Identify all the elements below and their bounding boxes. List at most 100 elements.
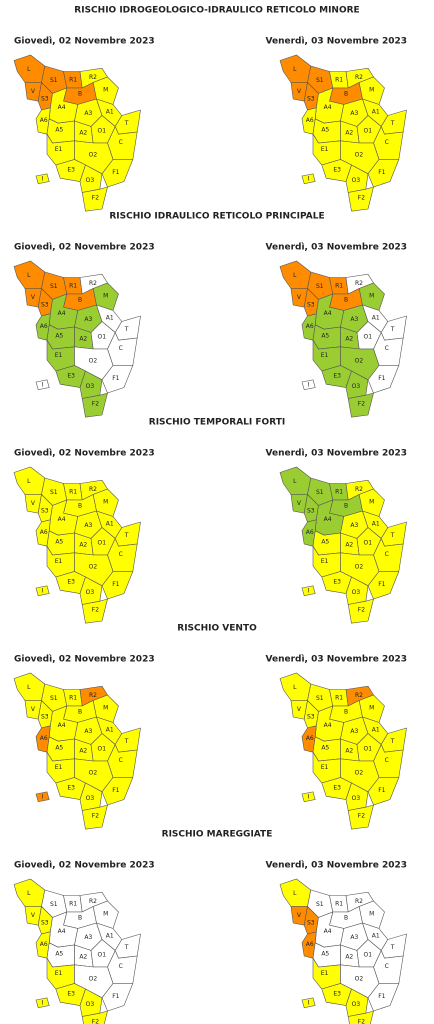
zone <box>101 777 134 806</box>
zone-label: M <box>369 911 374 918</box>
zone-label: R1 <box>335 694 343 701</box>
zone-label: C <box>385 757 389 764</box>
zone-label: A3 <box>84 728 92 735</box>
zone-label: S3 <box>307 96 315 103</box>
zone <box>301 379 316 391</box>
zone-label: O2 <box>355 975 364 982</box>
section-title: RISCHIO MAREGGIATE <box>162 830 273 840</box>
map: L S1 V S3 R1 R2 B M A4 A6 A3 A1 T A5 A2 C O1 E1 O2 E3 F1 O3 F2… <box>279 54 407 212</box>
zone-label: A5 <box>55 539 63 546</box>
zone <box>345 164 369 193</box>
zone <box>345 988 369 1017</box>
zone-label: L <box>27 684 31 691</box>
zone <box>81 1010 108 1024</box>
zone-label: S1 <box>50 77 58 84</box>
zone-label: O2 <box>89 357 98 364</box>
zone-label: A2 <box>345 335 353 342</box>
zone-label: T <box>124 944 129 951</box>
zone-label: S1 <box>50 695 58 702</box>
zone-label: A5 <box>55 127 63 134</box>
zone <box>79 782 103 811</box>
zone <box>358 76 385 105</box>
zone <box>347 1010 374 1024</box>
zone-label: O2 <box>355 357 364 364</box>
zone-label: S1 <box>316 489 324 496</box>
map: L S1 V S3 R1 R2 B M A4 A6 A3 A1 T A5 A2 C O1 E1 O2 E3 F1 O3 F2… <box>279 672 407 830</box>
map: L S1 V S3 R1 R2 B M A4 A6 A3 A1 T A5 A2 C O1 E1 O2 E3 F1 O3 F2… <box>279 466 407 624</box>
zone-label: A4 <box>58 928 66 935</box>
zone-label: M <box>369 705 374 712</box>
zone <box>367 159 400 188</box>
zone-label: F1 <box>112 787 119 794</box>
zone-label: R2 <box>355 74 363 81</box>
zone-label: O3 <box>86 795 95 802</box>
map: L S1 V S3 R1 R2 B M A4 A6 A3 A1 T A5 A2 C O1 E1 O2 E3 F1 O3 F2… <box>13 54 141 212</box>
zone-label: O1 <box>98 333 107 340</box>
zone-label: I <box>308 999 310 1006</box>
zone <box>358 282 385 311</box>
zone-label: E3 <box>67 578 75 585</box>
zone <box>345 782 369 811</box>
zone-label: M <box>369 499 374 506</box>
zone-label: A5 <box>321 745 329 752</box>
zone-label: O3 <box>86 383 95 390</box>
zone-label: V <box>297 294 302 301</box>
zone-label: R2 <box>89 898 97 905</box>
zone <box>101 571 134 600</box>
zone-label: A1 <box>372 521 380 528</box>
zone-label: I <box>42 999 44 1006</box>
zone-label: O1 <box>98 127 107 134</box>
zone-label: A6 <box>40 735 48 742</box>
zone-label: A4 <box>324 310 332 317</box>
zone-label: O3 <box>352 383 361 390</box>
zone-label: S3 <box>307 508 315 515</box>
map-date: Giovedì, 02 Novembre 2023 <box>14 861 155 871</box>
zone-label: E3 <box>333 166 341 173</box>
zone-label: L <box>293 478 297 485</box>
zone <box>358 900 385 929</box>
zone <box>356 733 382 762</box>
zone-label: A4 <box>58 104 66 111</box>
zone-label: S3 <box>41 508 49 515</box>
zone-label: E3 <box>67 784 75 791</box>
zone-label: C <box>119 345 123 352</box>
zone-label: L <box>27 66 31 73</box>
zone-label: E3 <box>67 372 75 379</box>
zone-label: E1 <box>55 764 63 771</box>
zone-label: I <box>42 793 44 800</box>
zone-label: O2 <box>355 563 364 570</box>
zone-label: T <box>124 120 129 127</box>
zone <box>35 585 50 597</box>
zone-label: M <box>369 293 374 300</box>
zone-label: R1 <box>335 488 343 495</box>
zone-label: F2 <box>92 194 99 201</box>
zone-label: O3 <box>352 795 361 802</box>
zone-label: F1 <box>378 581 385 588</box>
zone-label: E3 <box>67 166 75 173</box>
zone-label: T <box>124 738 129 745</box>
zone-label: O3 <box>86 177 95 184</box>
zone-label: S3 <box>41 96 49 103</box>
zone <box>345 370 369 399</box>
zone-label: M <box>369 87 374 94</box>
zone-label: R2 <box>355 280 363 287</box>
zone <box>101 365 134 394</box>
zone-label: A3 <box>350 110 358 117</box>
zone-label: O2 <box>89 769 98 776</box>
zone <box>356 939 382 968</box>
zone-label: F1 <box>112 581 119 588</box>
zone-label: B <box>344 296 348 303</box>
zone-label: A1 <box>106 933 114 940</box>
zone-label: O1 <box>98 951 107 958</box>
zone-label: S1 <box>50 283 58 290</box>
zone-label: A6 <box>306 529 314 536</box>
zone-label: F2 <box>358 1018 365 1024</box>
zone-label: O1 <box>98 745 107 752</box>
zone-label: C <box>385 551 389 558</box>
zone-label: S3 <box>307 302 315 309</box>
zone-label: V <box>31 500 36 507</box>
zone-label: C <box>385 139 389 146</box>
zone-label: M <box>103 87 108 94</box>
zone-label: E1 <box>55 558 63 565</box>
zone-label: M <box>103 911 108 918</box>
